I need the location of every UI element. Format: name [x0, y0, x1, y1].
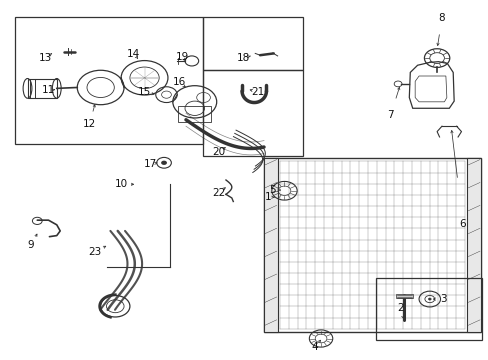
Text: 13: 13	[39, 53, 52, 63]
Bar	[177, 107, 210, 122]
Text: 6: 6	[459, 219, 466, 229]
Bar	[467, 158, 480, 332]
Text: 22: 22	[212, 188, 225, 198]
Text: 11: 11	[42, 85, 55, 95]
Text: 21: 21	[251, 87, 264, 97]
Bar	[27, 78, 57, 98]
Text: 17: 17	[144, 159, 157, 169]
Text: 12: 12	[82, 120, 96, 129]
Bar	[203, 17, 303, 69]
Text: 20: 20	[212, 147, 225, 157]
Text: 8: 8	[438, 13, 445, 23]
Text: 23: 23	[88, 247, 102, 257]
Text: 7: 7	[386, 110, 393, 120]
Bar	[15, 17, 203, 144]
Bar	[203, 69, 303, 156]
Text: 2: 2	[396, 303, 403, 314]
Bar	[375, 278, 482, 339]
Bar	[264, 158, 480, 332]
Text: 3: 3	[439, 294, 446, 304]
Bar	[264, 158, 277, 332]
Text: 10: 10	[115, 179, 128, 189]
Bar	[395, 294, 412, 298]
Text: 19: 19	[175, 52, 188, 62]
Text: 16: 16	[172, 77, 185, 87]
Circle shape	[427, 298, 430, 300]
Circle shape	[161, 161, 166, 165]
Text: 4: 4	[311, 342, 318, 352]
Text: 9: 9	[27, 240, 34, 250]
Text: 5: 5	[269, 185, 276, 195]
Bar	[30, 78, 35, 98]
Text: 14: 14	[126, 49, 140, 59]
Text: 15: 15	[137, 87, 150, 98]
Text: 1: 1	[264, 192, 271, 202]
Text: 18: 18	[236, 53, 250, 63]
